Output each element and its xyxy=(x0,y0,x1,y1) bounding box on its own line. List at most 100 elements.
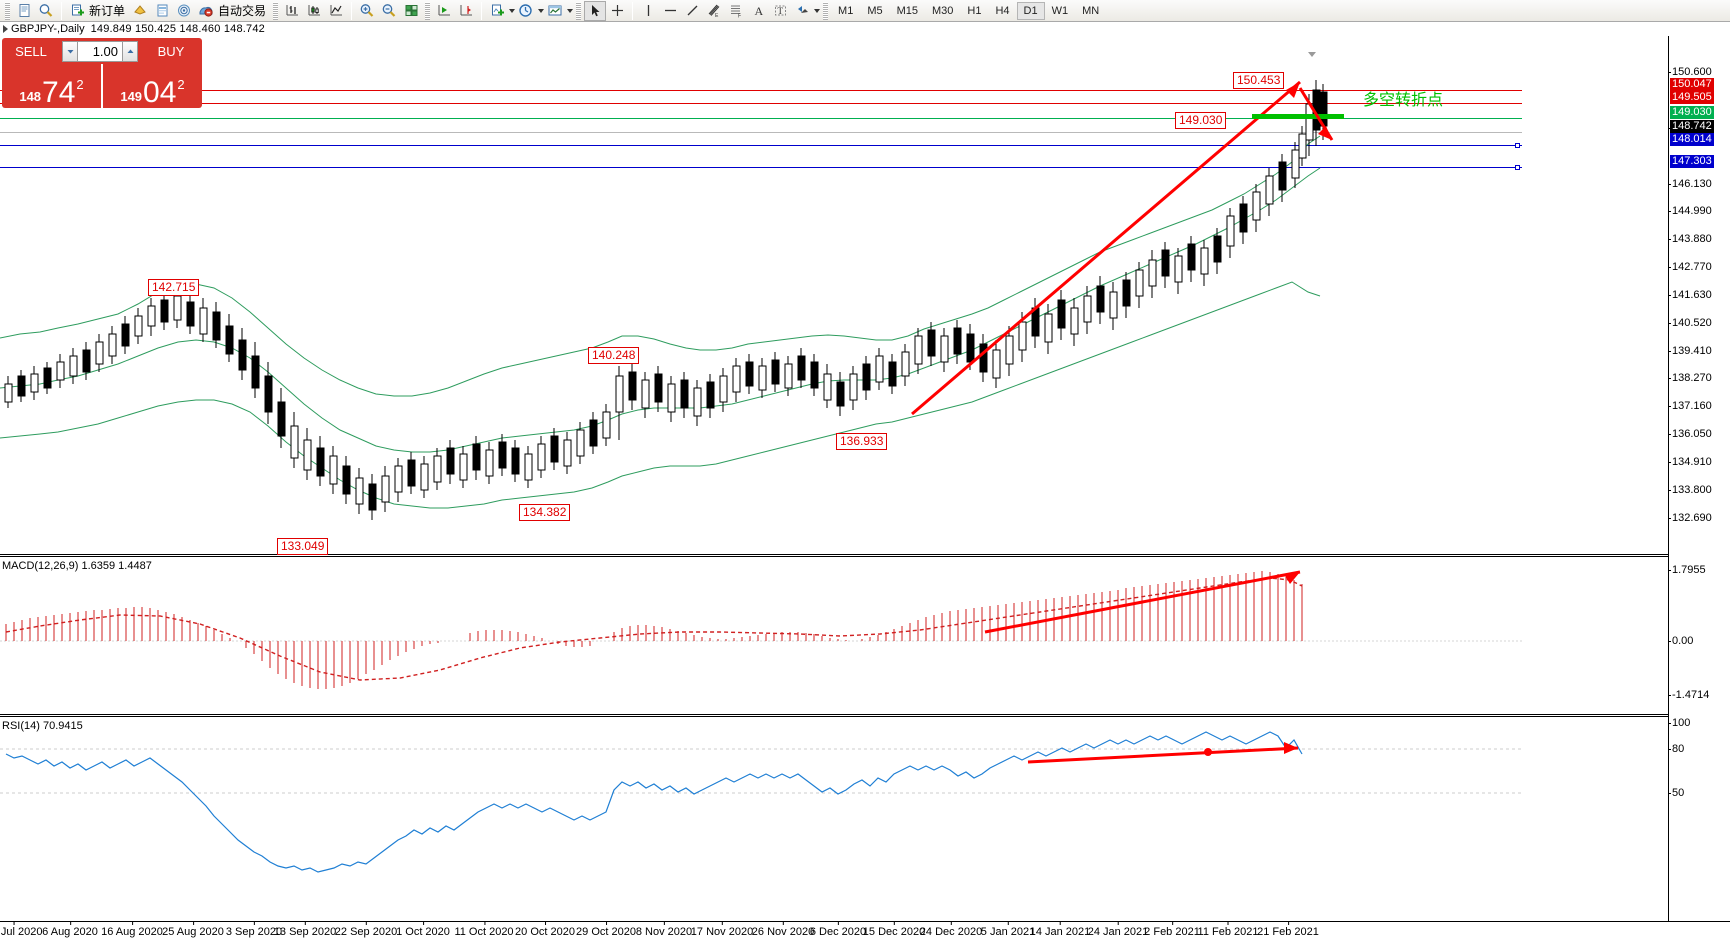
toolbar-grip[interactable] xyxy=(5,1,10,20)
indicators-icon[interactable] xyxy=(486,1,508,21)
bar-chart-icon[interactable] xyxy=(281,1,303,21)
expert-advisors-icon[interactable] xyxy=(129,1,151,21)
trendline-icon[interactable] xyxy=(681,1,703,21)
price-badge-147303[interactable]: 147.303 xyxy=(1670,155,1714,168)
price-tick-137160: 137.160 xyxy=(1668,400,1712,412)
rsi-panel-divider xyxy=(0,714,1730,715)
timeframe-m5[interactable]: M5 xyxy=(867,4,883,17)
price-badge-148014[interactable]: 148.014 xyxy=(1670,133,1714,146)
target-line-149030[interactable] xyxy=(0,118,1522,119)
shapes-dropdown-caret[interactable] xyxy=(814,8,821,13)
cursor-icon[interactable] xyxy=(584,0,607,21)
chart-price-label-150453[interactable]: 150.453 xyxy=(1233,72,1285,89)
auto-trading-icon[interactable] xyxy=(195,1,217,21)
date-tick-8: 11 Oct 2020 xyxy=(454,921,514,938)
price-tick-143880: 143.880 xyxy=(1668,233,1712,245)
price-tick-138270: 138.270 xyxy=(1668,372,1712,384)
price-badge-150047[interactable]: 150.047 xyxy=(1670,78,1714,91)
toolbar-grip-2[interactable] xyxy=(273,1,279,20)
macd-signal-line xyxy=(5,577,1303,681)
buy-button[interactable]: BUY xyxy=(140,38,202,64)
crosshair-icon[interactable] xyxy=(606,1,628,21)
period-icon[interactable] xyxy=(515,1,537,21)
volume-control[interactable]: 1.00 xyxy=(60,38,140,64)
text-label-icon[interactable]: T xyxy=(769,1,791,21)
volume-decrease-button[interactable] xyxy=(62,40,78,62)
sell-button[interactable]: SELL xyxy=(2,38,60,64)
horizontal-line-icon[interactable] xyxy=(659,1,681,21)
svg-text:F: F xyxy=(738,14,741,19)
timeframe-m15[interactable]: M15 xyxy=(896,4,918,17)
toolbar-grip-3[interactable] xyxy=(425,1,431,20)
shift-end-icon[interactable] xyxy=(433,1,455,21)
macd-scale-2: -1.4714 xyxy=(1667,689,1710,701)
timeframe-h4[interactable]: H4 xyxy=(995,4,1010,17)
timeframe-d1[interactable]: D1 xyxy=(1016,1,1045,20)
chart-price-label-140248[interactable]: 140.248 xyxy=(588,347,640,364)
signals-icon[interactable] xyxy=(173,1,195,21)
zoom-out-icon[interactable] xyxy=(378,1,400,21)
resistance-line-150047[interactable] xyxy=(0,90,1522,91)
templates-icon[interactable] xyxy=(544,1,566,21)
toolbar-grip-4[interactable] xyxy=(576,1,582,20)
open-chart-icon[interactable] xyxy=(35,1,57,21)
indicators-dropdown-caret[interactable] xyxy=(509,8,516,13)
timeframe-h1[interactable]: H1 xyxy=(967,4,982,17)
auto-trading-button[interactable]: 自动交易 xyxy=(195,1,270,21)
auto-scroll-icon[interactable] xyxy=(455,1,477,21)
one-click-trading-panel[interactable]: SELL 1.00 BUY 148 74 2 149 04 2 xyxy=(2,38,202,108)
date-tick-4: 3 Sep 2020 xyxy=(225,921,283,938)
support-line-147303-anchor[interactable] xyxy=(1515,165,1520,170)
rsi-scale-50: 50 xyxy=(1667,787,1685,799)
timeframe-group: M1 M5 M15 M30 H1 H4 D1 W1 MN xyxy=(831,1,1106,20)
price-badge-148742[interactable]: 148.742 xyxy=(1670,120,1714,133)
candlestick-chart-icon[interactable] xyxy=(303,1,325,21)
period-dropdown-caret[interactable] xyxy=(538,8,545,13)
chart-expand-icon[interactable] xyxy=(3,25,8,33)
text-icon[interactable]: A xyxy=(747,1,769,21)
price-scale[interactable]: 150.600148.350146.130144.990143.880142.7… xyxy=(1667,36,1730,943)
date-tick-6: 22 Sep 2020 xyxy=(334,921,398,938)
zoom-in-icon[interactable] xyxy=(356,1,378,21)
support-line-148014[interactable] xyxy=(0,145,1522,146)
buy-price-display[interactable]: 149 04 2 xyxy=(103,64,202,108)
line-chart-icon[interactable] xyxy=(325,1,347,21)
fibonacci-icon[interactable]: F xyxy=(725,1,747,21)
new-order-button[interactable]: 新订单 xyxy=(66,1,129,21)
resistance-line-149505[interactable] xyxy=(0,103,1522,104)
rsi-panel-divider-2 xyxy=(0,716,1730,717)
chart-price-label-134382[interactable]: 134.382 xyxy=(519,504,571,521)
date-tick-9: 20 Oct 2020 xyxy=(515,921,575,938)
timeframe-w1[interactable]: W1 xyxy=(1051,4,1069,17)
toolbar-grip-5[interactable] xyxy=(823,1,829,20)
chart-canvas[interactable]: 150.453 149.030 142.715 140.248 136.933 134.3… xyxy=(0,36,1730,943)
price-badge-149030[interactable]: 149.030 xyxy=(1670,106,1714,119)
support-line-147303[interactable] xyxy=(0,167,1522,168)
date-tick-0: 28 Jul 2020 xyxy=(0,921,42,938)
bollinger-lower-band xyxy=(0,281,1321,509)
price-badge-149505[interactable]: 149.505 xyxy=(1670,91,1714,104)
timeframe-m30[interactable]: M30 xyxy=(932,4,954,17)
new-chart-icon[interactable] xyxy=(13,1,35,21)
chart-price-label-149030[interactable]: 149.030 xyxy=(1175,112,1227,129)
templates-dropdown-caret[interactable] xyxy=(567,8,574,13)
new-order-icon[interactable] xyxy=(66,1,88,21)
macd-scale-0: 1.7955 xyxy=(1668,564,1706,576)
timeframe-m1[interactable]: M1 xyxy=(838,4,854,17)
chart-price-label-136933[interactable]: 136.933 xyxy=(836,433,888,450)
support-line-148014-anchor[interactable] xyxy=(1515,143,1520,148)
equidistant-channel-icon[interactable]: E xyxy=(703,1,725,21)
chart-price-label-142715[interactable]: 142.715 xyxy=(148,279,200,296)
tile-windows-icon[interactable] xyxy=(400,1,422,21)
volume-increase-button[interactable] xyxy=(122,40,138,62)
toolbar-separator-4 xyxy=(632,1,634,20)
data-window-icon[interactable] xyxy=(151,1,173,21)
vertical-line-icon[interactable] xyxy=(637,1,659,21)
shapes-icon[interactable] xyxy=(791,1,813,21)
sell-price-display[interactable]: 148 74 2 xyxy=(2,64,103,108)
chart-price-label-133049[interactable]: 133.049 xyxy=(277,538,329,555)
volume-input[interactable]: 1.00 xyxy=(78,40,122,62)
date-tick-18: 14 Jan 2021 xyxy=(1029,921,1091,938)
timeframe-mn[interactable]: MN xyxy=(1082,4,1100,17)
